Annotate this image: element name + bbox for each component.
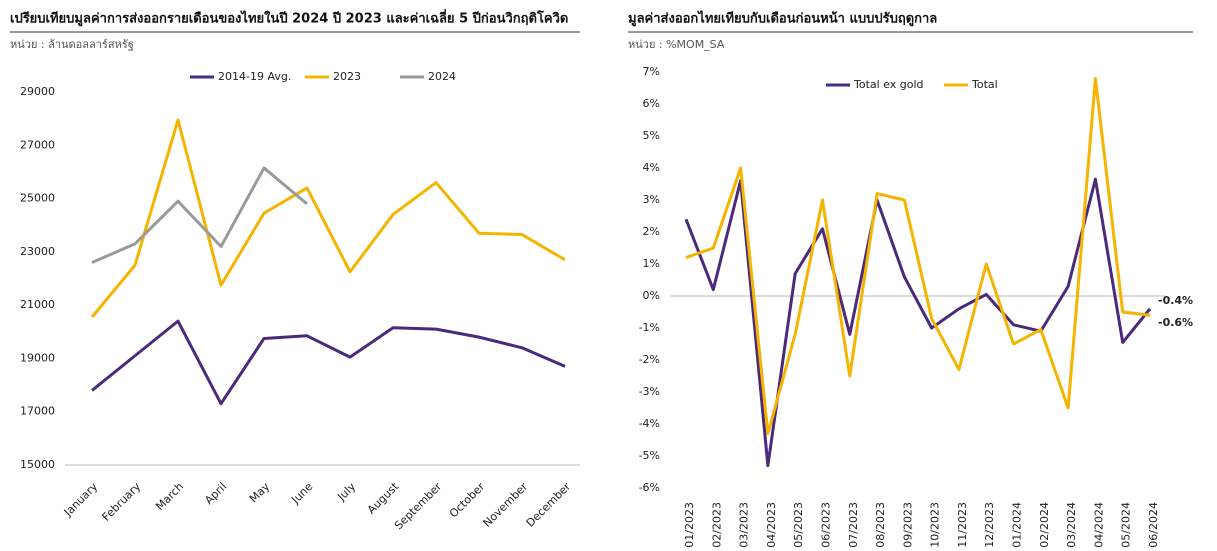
series-line <box>685 76 1151 436</box>
chart-title: เปรียบเทียบมูลค่าการส่งออกรายเดือนของไทย… <box>10 9 568 27</box>
x-tick-label: April <box>202 480 229 507</box>
series-line <box>90 118 566 319</box>
x-tick-label: 08/2023 <box>874 502 887 548</box>
x-tick-label: January <box>61 480 101 520</box>
y-tick-label: 19000 <box>20 351 55 364</box>
series-line <box>91 319 566 406</box>
x-tick-label: 10/2023 <box>929 502 942 548</box>
y-tick-label: 17000 <box>20 405 55 418</box>
x-tick-label: 04/2024 <box>1092 502 1105 548</box>
y-tick-label: 2% <box>643 225 660 238</box>
x-tick-label: December <box>524 480 574 530</box>
y-tick-label: 23000 <box>20 245 55 258</box>
y-tick-label: 7% <box>643 65 660 78</box>
y-tick-label: 29000 <box>20 85 55 98</box>
y-tick-label: 1% <box>643 257 660 270</box>
x-tick-label: 05/2024 <box>1120 502 1133 548</box>
x-tick-label: 12/2023 <box>983 502 996 548</box>
x-tick-label: 07/2023 <box>847 502 860 548</box>
y-tick-label: -6% <box>639 481 660 494</box>
y-tick-label: -3% <box>639 385 660 398</box>
series-line <box>91 166 308 264</box>
x-tick-label: 06/2023 <box>819 502 832 548</box>
y-tick-label: -5% <box>639 449 660 462</box>
x-tick-label: 03/2024 <box>1065 502 1078 548</box>
x-tick-label: June <box>288 480 315 507</box>
legend-label: 2024 <box>428 70 456 83</box>
series-line <box>684 177 1152 468</box>
y-tick-label: 5% <box>643 129 660 142</box>
x-tick-label: 02/2024 <box>1038 502 1051 548</box>
x-tick-label: July <box>334 480 358 504</box>
x-tick-label: 01/2023 <box>683 502 696 548</box>
x-tick-label: November <box>481 480 531 530</box>
x-tick-label: 11/2023 <box>956 502 969 548</box>
x-tick-label: 05/2023 <box>792 502 805 548</box>
x-tick-label: October <box>447 480 488 521</box>
legend-label: 2014-19 Avg. <box>218 70 291 83</box>
x-tick-label: February <box>100 480 144 524</box>
y-tick-label: 0% <box>643 289 660 302</box>
y-tick-label: 21000 <box>20 298 55 311</box>
chart-title: มูลค่าส่งออกไทยเทียบกับเดือนก่อนหน้า แบบ… <box>628 10 937 27</box>
x-tick-label: September <box>392 480 445 533</box>
y-tick-label: -4% <box>639 417 660 430</box>
y-tick-label: 6% <box>643 97 660 110</box>
x-tick-label: 09/2023 <box>901 502 914 548</box>
legend-label: Total ex gold <box>853 78 924 91</box>
legend-label: 2023 <box>333 70 361 83</box>
y-tick-label: 27000 <box>20 138 55 151</box>
x-tick-label: May <box>247 480 273 506</box>
x-tick-label: March <box>153 480 186 513</box>
y-tick-label: 4% <box>643 161 660 174</box>
value-label: -0.6% <box>1158 316 1193 329</box>
chart-subtitle: หน่วย : ล้านดอลลาร์สหรัฐ <box>10 38 134 51</box>
chart-subtitle: หน่วย : %MOM_SA <box>628 38 725 51</box>
y-tick-label: 15000 <box>20 458 55 471</box>
y-tick-label: -2% <box>639 353 660 366</box>
x-tick-label: 02/2023 <box>710 502 723 548</box>
y-tick-label: 3% <box>643 193 660 206</box>
x-tick-label: 01/2024 <box>1011 502 1024 548</box>
x-tick-label: 06/2024 <box>1147 502 1160 548</box>
y-tick-label: 25000 <box>20 192 55 205</box>
legend-label: Total <box>971 78 998 91</box>
x-tick-label: 04/2023 <box>765 502 778 548</box>
value-label: -0.4% <box>1158 294 1193 307</box>
y-tick-label: -1% <box>639 321 660 334</box>
x-tick-label: 03/2023 <box>738 502 751 548</box>
x-tick-label: August <box>365 480 402 517</box>
